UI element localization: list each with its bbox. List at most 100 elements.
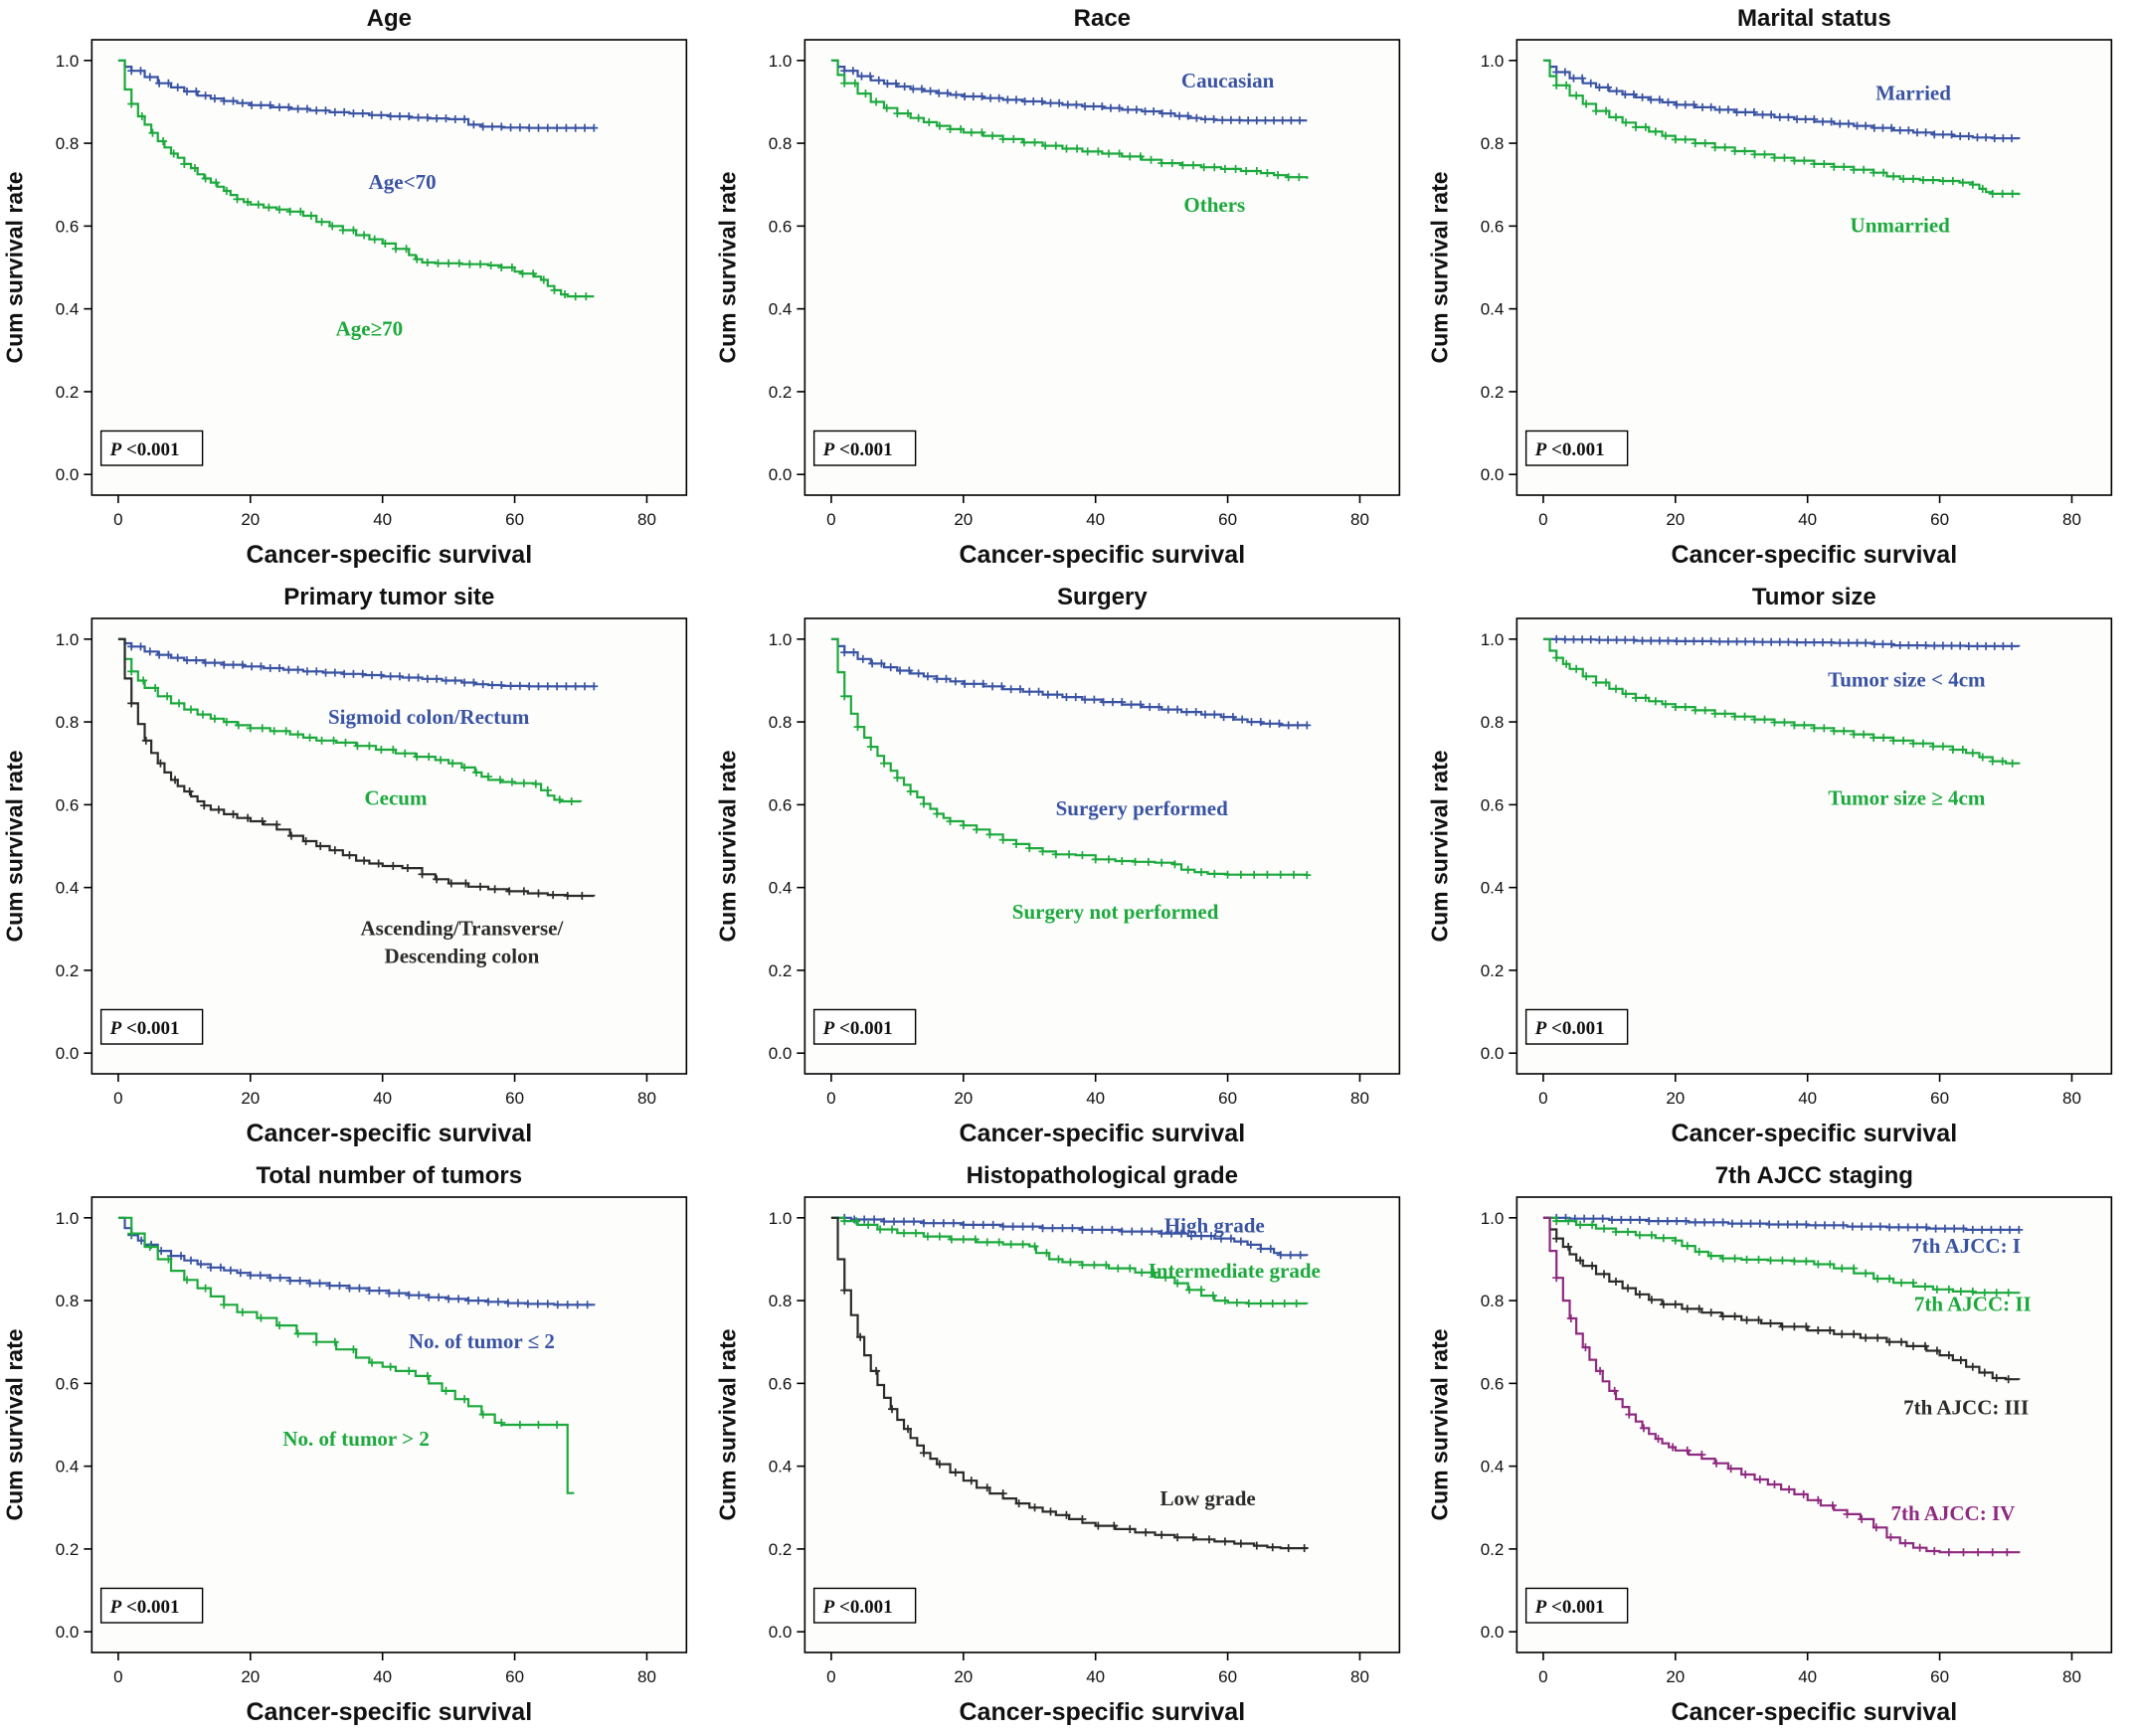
y-tick-label: 0.0 xyxy=(56,1623,80,1642)
x-tick-label: 20 xyxy=(1667,1667,1686,1686)
curve-label: 7th AJCC: I xyxy=(1912,1234,2022,1258)
x-tick-label: 80 xyxy=(637,1089,656,1108)
y-tick-label: 0.4 xyxy=(56,1458,80,1476)
x-tick-label: 80 xyxy=(637,510,656,529)
chart-panel-primary-tumor-site: Primary tumor site 0 20 40 60 80 0.0 0.2 0.4 0.6 0… xyxy=(0,579,713,1157)
x-tick-label: 80 xyxy=(2062,510,2081,529)
chart-panel-marital-status: Marital status 0 20 40 60 80 0.0 0.2 0.4 0.6 0.8 1.… xyxy=(1425,0,2138,579)
p-value-text: P <0.001 xyxy=(821,439,892,460)
x-tick-label: 80 xyxy=(1350,1667,1369,1686)
y-tick-label: 1.0 xyxy=(768,1209,792,1228)
p-value-box xyxy=(1525,430,1629,466)
y-tick-label: 0.0 xyxy=(1481,1044,1505,1063)
survival-curve xyxy=(117,1216,575,1494)
p-value-box xyxy=(99,1008,204,1045)
p-value-text: P <0.001 xyxy=(1534,1597,1605,1618)
curve-label: Surgery performed xyxy=(1055,796,1228,820)
km-plot: Primary tumor site 0 20 40 60 80 0.0 0.2 0.4 0.6 0… xyxy=(1,584,688,1147)
y-tick-label: 0.2 xyxy=(768,383,792,402)
y-tick-label: 0.8 xyxy=(56,134,80,153)
x-tick-label: 20 xyxy=(241,510,260,529)
x-tick-label: 80 xyxy=(1350,1089,1369,1108)
x-axis-label: Cancer-specific survival xyxy=(247,1120,533,1147)
x-tick-label: 0 xyxy=(826,510,835,529)
y-tick-label: 0.2 xyxy=(56,961,80,980)
p-value-box xyxy=(1525,1008,1629,1045)
y-tick-label: 0.6 xyxy=(768,217,792,236)
km-plot: Age 0 20 40 60 80 0.0 0.2 0.4 0.6 0.8 1.0 Cancer-spe… xyxy=(1,5,688,569)
y-tick-label: 0.8 xyxy=(768,134,792,153)
y-tick-label: 0.0 xyxy=(1481,465,1505,484)
chart-title: Histopathological grade xyxy=(966,1162,1237,1189)
x-tick-label: 20 xyxy=(954,510,973,529)
y-tick-label: 0.6 xyxy=(1481,217,1505,236)
chart-title: 7th AJCC staging xyxy=(1715,1162,1913,1189)
chart-panel-tumor-size: Tumor size 0 20 40 60 80 0.0 0.2 0.4 0.6 0.8 1.0 Can… xyxy=(1425,579,2138,1157)
y-tick-label: 1.0 xyxy=(56,1209,80,1228)
curve-label: High grade xyxy=(1163,1213,1264,1237)
curve-label: Cecum xyxy=(364,785,427,809)
y-tick-label: 0.0 xyxy=(1481,1623,1505,1642)
curve-label: Low grade xyxy=(1159,1486,1255,1510)
x-tick-label: 60 xyxy=(1930,1089,1949,1108)
y-tick-label: 0.8 xyxy=(56,713,80,732)
p-value-text: P <0.001 xyxy=(109,1018,180,1039)
x-tick-label: 60 xyxy=(1218,1667,1237,1686)
y-tick-label: 0.6 xyxy=(1481,795,1505,814)
x-tick-label: 20 xyxy=(241,1667,260,1686)
km-plot: Tumor size 0 20 40 60 80 0.0 0.2 0.4 0.6 0.8 1.0 Can… xyxy=(1427,584,2113,1147)
y-axis-label: Cum survival rate xyxy=(1,750,27,942)
x-tick-label: 60 xyxy=(505,510,524,529)
p-value-box xyxy=(812,1587,916,1624)
y-tick-label: 0.4 xyxy=(1481,879,1505,898)
x-tick-label: 20 xyxy=(241,1089,260,1108)
curve-label: Ascending/Transverse/ xyxy=(361,917,565,941)
y-tick-label: 0.2 xyxy=(1481,961,1505,980)
p-value-box xyxy=(99,1587,204,1624)
chart-title: Tumor size xyxy=(1752,584,1876,610)
y-tick-label: 0.2 xyxy=(768,961,792,980)
km-plot: Surgery 0 20 40 60 80 0.0 0.2 0.4 0.6 0.8 1.0 Cancer… xyxy=(714,584,1400,1147)
y-axis-label: Cum survival rate xyxy=(1,171,27,363)
x-tick-label: 40 xyxy=(1086,510,1105,529)
curve-label: Sigmoid colon/Rectum xyxy=(328,705,530,729)
y-tick-label: 1.0 xyxy=(1481,1209,1505,1228)
plot-frame xyxy=(90,1196,688,1653)
y-tick-label: 0.2 xyxy=(56,383,80,402)
x-tick-label: 0 xyxy=(826,1667,835,1686)
chart-panel-histopathological-grade: Histopathological grade 0 20 40 60 80 0.0 0.2 0.… xyxy=(713,1157,1426,1736)
x-axis-label: Cancer-specific survival xyxy=(1672,1120,1958,1147)
y-tick-label: 0.8 xyxy=(768,713,792,732)
x-tick-label: 60 xyxy=(1930,1667,1949,1686)
chart-title: Race xyxy=(1073,5,1130,32)
x-tick-label: 20 xyxy=(954,1667,973,1686)
x-tick-label: 80 xyxy=(2062,1667,2081,1686)
chart-panel-surgery: Surgery 0 20 40 60 80 0.0 0.2 0.4 0.6 0.8 1.0 Cancer… xyxy=(713,579,1426,1157)
curve-label: Descending colon xyxy=(385,945,540,968)
chart-title: Surgery xyxy=(1057,584,1148,610)
y-tick-label: 1.0 xyxy=(1481,630,1505,649)
curve-label: Tumor size ≥ 4cm xyxy=(1829,785,1986,809)
x-tick-label: 60 xyxy=(1218,510,1237,529)
x-axis-label: Cancer-specific survival xyxy=(1672,541,1958,569)
plot-frame xyxy=(90,39,688,496)
x-axis-label: Cancer-specific survival xyxy=(959,541,1245,569)
x-tick-label: 40 xyxy=(373,1667,392,1686)
y-tick-label: 0.2 xyxy=(1481,1540,1505,1559)
chart-title: Age xyxy=(367,5,412,32)
curve-label: Age≥70 xyxy=(336,317,404,341)
x-tick-label: 60 xyxy=(505,1089,524,1108)
plot-frame xyxy=(1515,617,2113,1075)
plot-frame xyxy=(90,617,688,1075)
km-plot: Total number of tumors 0 20 40 60 80 0.0 0.2 0.4… xyxy=(1,1162,688,1726)
x-axis-label: Cancer-specific survival xyxy=(959,1120,1245,1147)
x-tick-label: 0 xyxy=(1539,1667,1548,1686)
x-axis-label: Cancer-specific survival xyxy=(247,1698,533,1726)
y-tick-label: 1.0 xyxy=(56,52,80,71)
y-tick-label: 0.6 xyxy=(56,1374,80,1393)
km-plot: 7th AJCC staging 0 20 40 60 80 0.0 0.2 0.4 0.6 0.8… xyxy=(1427,1162,2113,1726)
plot-frame xyxy=(1515,1196,2113,1653)
curve-label: Caucasian xyxy=(1181,69,1275,92)
y-tick-label: 0.0 xyxy=(768,465,792,484)
y-axis-label: Cum survival rate xyxy=(714,171,740,363)
